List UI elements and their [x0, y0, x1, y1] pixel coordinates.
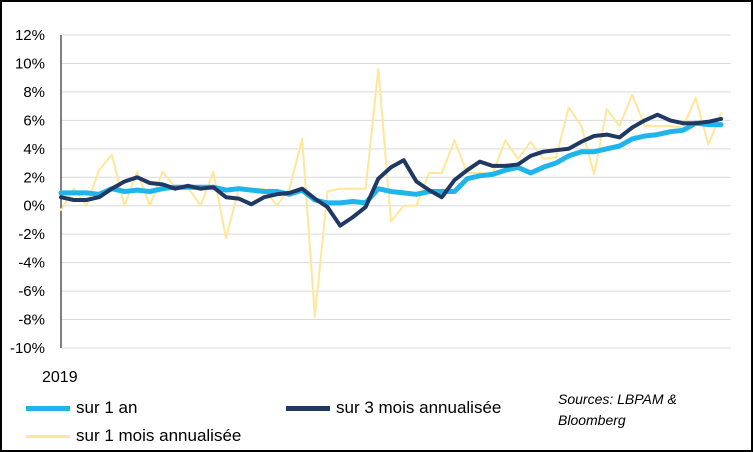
legend-label-sur-3-mois: sur 3 mois annualisée [336, 398, 502, 417]
y-tick-label: -4% [18, 255, 45, 272]
legend-swatch-sur-1-an [26, 405, 70, 411]
series-lines [58, 68, 724, 318]
y-tick-label: -2% [18, 226, 45, 243]
y-tick-label: 6% [23, 112, 45, 129]
y-tick-label: 4% [23, 141, 45, 158]
legend-label-sur-1-mois: sur 1 mois annualisée [76, 426, 242, 445]
y-tick-label: 8% [23, 84, 45, 101]
y-tick-label: 0% [23, 198, 45, 215]
legend-label-sur-1-an: sur 1 an [76, 398, 138, 417]
y-tick-label: 12% [15, 27, 45, 44]
x-axis-start-label: 2019 [42, 369, 78, 386]
series-line-2 [59, 112, 723, 228]
y-tick-label: 10% [15, 55, 45, 72]
legend-swatch-sur-3-mois [286, 405, 330, 411]
y-tick-label: -10% [10, 340, 45, 357]
legend-swatch-sur-1-mois [26, 434, 70, 438]
series-line-0 [60, 68, 722, 318]
y-gridlines [61, 34, 731, 349]
y-tick-label: -6% [18, 283, 45, 300]
y-axis-tick-labels: 12% 10% 8% 6% 4% 2% 0% -2% -4% -6% -8% -10% [10, 27, 45, 357]
y-tick-label: -8% [18, 312, 45, 329]
legend-item-sur-1-an: sur 1 an [26, 398, 137, 418]
source-note: Sources: LBPAM & Bloomberg [558, 391, 677, 428]
legend-item-sur-1-mois: sur 1 mois annualisée [26, 426, 241, 446]
legend-item-sur-3-mois: sur 3 mois annualisée [286, 398, 501, 418]
y-tick-label: 2% [23, 169, 45, 186]
